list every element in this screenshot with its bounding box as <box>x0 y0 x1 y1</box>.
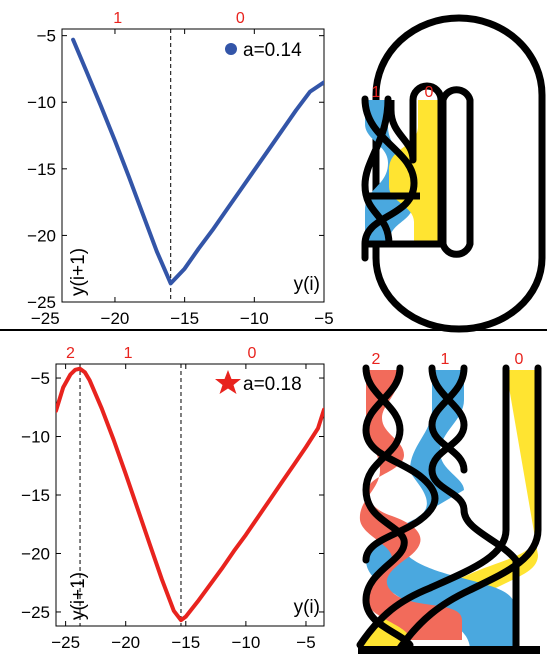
bottom-region-label-1: 1 <box>124 345 133 362</box>
top-braid-diagram: 1 0 <box>361 14 546 333</box>
bottom-y-tick-label: −25 <box>21 603 50 622</box>
top-region-label-0: 0 <box>236 10 245 27</box>
bottom-plot: −25 −20 −15 −10 −5 −25 −20 −15 −10 −5 2 1 0 a=0.… <box>21 345 325 652</box>
bottom-x-tick-label: −10 <box>231 633 260 652</box>
top-y-tick-label: −10 <box>27 93 56 112</box>
top-braid-strand-label-1: 1 <box>372 84 381 101</box>
bottom-y-tick-label: −10 <box>21 428 50 447</box>
bottom-x-ticks: −25 −20 −15 −10 −5 <box>51 364 316 652</box>
bottom-braid-strand-outline <box>356 364 542 654</box>
top-braid-strand-label-0: 0 <box>425 84 434 101</box>
top-x-tick-label: −25 <box>31 309 60 328</box>
top-x-tick-label: −20 <box>101 309 130 328</box>
bottom-braid-red-band <box>359 370 462 640</box>
top-legend-circle-marker <box>225 43 237 55</box>
top-y-tick-label: −20 <box>27 226 56 245</box>
top-braid-strand-outline <box>361 95 418 262</box>
top-x-tick-label: −10 <box>240 309 269 328</box>
bottom-region-label-0: 0 <box>247 345 256 362</box>
top-region-label-1: 1 <box>113 10 122 27</box>
bottom-braid-strand-label-2: 2 <box>372 351 381 368</box>
bottom-y-ticks: −25 −20 −15 −10 −5 <box>21 369 324 622</box>
top-y-tick-label: −25 <box>27 293 56 312</box>
top-braid-hairpin-outline <box>365 82 474 258</box>
top-ylabel: y(i+1) <box>68 248 89 296</box>
bottom-legend-star-marker <box>215 370 241 394</box>
top-x-tick-label: −5 <box>314 309 333 328</box>
bottom-x-tick-label: −20 <box>111 633 140 652</box>
bottom-braid-blue-band <box>366 370 516 650</box>
top-y-tick-label: −5 <box>37 27 56 46</box>
top-y-tick-label: −15 <box>27 160 56 179</box>
bottom-series-line <box>56 366 324 623</box>
top-series-line <box>71 37 324 286</box>
bottom-y-tick-label: −20 <box>21 544 50 563</box>
bottom-x-tick-label: −25 <box>51 633 80 652</box>
top-y-ticks: −25 −20 −15 −10 −5 <box>27 27 324 312</box>
top-legend-label: a=0.14 <box>243 40 302 61</box>
top-braid-outer-loop <box>372 14 546 333</box>
top-plot: −25 −20 −15 −10 −5 −25 −20 −15 −10 −5 1 0 a=0.14… <box>27 10 334 328</box>
bottom-y-tick-label: −5 <box>31 369 50 388</box>
top-xlabel: y(i) <box>294 274 320 295</box>
top-x-ticks: −25 −20 −15 −10 −5 <box>31 29 334 328</box>
bottom-x-tick-label: −15 <box>171 633 200 652</box>
bottom-region-label-2: 2 <box>66 345 75 362</box>
bottom-braid-strand-label-0: 0 <box>515 351 524 368</box>
bottom-ylabel: y(i+1) <box>68 572 89 620</box>
bottom-x-tick-label: −5 <box>296 633 315 652</box>
bottom-braid-strand-label-1: 1 <box>441 351 450 368</box>
top-x-tick-label: −15 <box>170 309 199 328</box>
top-plot-frame <box>61 28 325 303</box>
bottom-braid-diagram: 2 1 0 <box>356 351 542 654</box>
bottom-legend-label: a=0.18 <box>243 374 302 395</box>
bottom-plot-frame <box>55 363 325 627</box>
bottom-y-tick-label: −15 <box>21 486 50 505</box>
bottom-xlabel: y(i) <box>294 597 320 618</box>
